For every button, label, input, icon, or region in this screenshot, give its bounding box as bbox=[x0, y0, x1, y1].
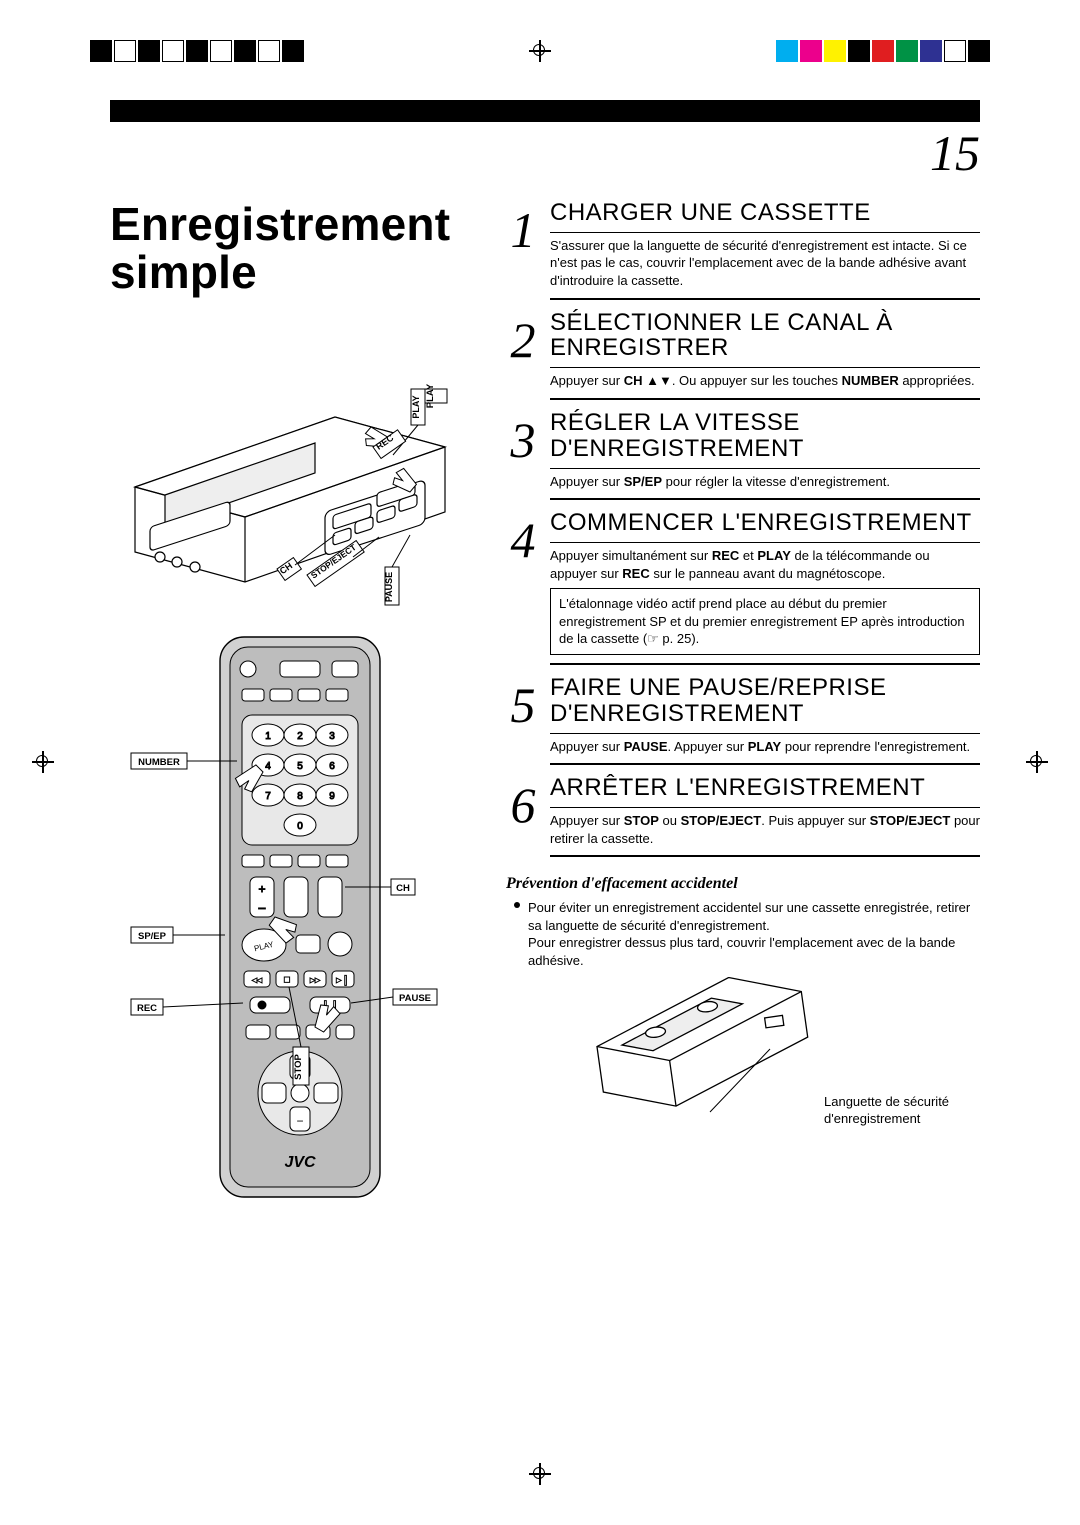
title-line-2: simple bbox=[110, 246, 257, 298]
step-text: Appuyer simultanément sur REC et PLAY de… bbox=[550, 547, 980, 582]
step-number: 3 bbox=[506, 420, 540, 500]
page-content: 15 Enregistrement simple bbox=[110, 100, 980, 1247]
svg-text:2: 2 bbox=[297, 731, 303, 742]
bullet-icon bbox=[514, 902, 520, 908]
step-number: 2 bbox=[506, 320, 540, 400]
svg-text:7: 7 bbox=[265, 791, 271, 802]
cassette-label: Languette de sécurité d'enregistrement bbox=[824, 1094, 974, 1128]
svg-text:0: 0 bbox=[297, 821, 303, 832]
step-text: Appuyer sur SP/EP pour régler la vitesse… bbox=[550, 473, 980, 491]
svg-text:NUMBER: NUMBER bbox=[138, 757, 180, 768]
svg-text:+: + bbox=[258, 882, 265, 896]
svg-text:▸❙: ▸❙ bbox=[336, 975, 349, 986]
crosshair-icon bbox=[529, 40, 551, 62]
crosshair-icon bbox=[32, 751, 54, 773]
step-text: Appuyer sur CH ▲▼. Ou appuyer sur les to… bbox=[550, 372, 980, 390]
right-column: 1 CHARGER UNE CASSETTE S'assurer que la … bbox=[506, 200, 980, 1247]
header-bar bbox=[110, 100, 980, 122]
step-title: ARRÊTER L'ENREGISTREMENT bbox=[550, 775, 980, 803]
vcr-illustration: PLAY PLAY REC CH STOP/EJECT bbox=[110, 377, 480, 607]
step-1: 1 CHARGER UNE CASSETTE S'assurer que la … bbox=[506, 200, 980, 300]
step-5: 5 FAIRE UNE PAUSE/REPRISE D'ENREGISTREME… bbox=[506, 675, 980, 765]
svg-text:CH: CH bbox=[396, 883, 410, 894]
step-title: COMMENCER L'ENREGISTREMENT bbox=[550, 510, 980, 538]
svg-text:■: ■ bbox=[284, 974, 291, 986]
step-number: 6 bbox=[506, 785, 540, 857]
main-title: Enregistrement simple bbox=[110, 200, 480, 297]
svg-text:PAUSE: PAUSE bbox=[399, 993, 431, 1004]
step-number: 4 bbox=[506, 520, 540, 665]
step-6: 6 ARRÊTER L'ENREGISTREMENT Appuyer sur S… bbox=[506, 775, 980, 857]
step-title: CHARGER UNE CASSETTE bbox=[550, 200, 980, 228]
svg-text:8: 8 bbox=[297, 791, 303, 802]
step-title: SÉLECTIONNER LE CANAL À ENREGISTRER bbox=[550, 310, 980, 364]
svg-text:JVC: JVC bbox=[284, 1154, 316, 1171]
cassette-illustration: Languette de sécurité d'enregistrement bbox=[506, 977, 980, 1127]
prevention-title: Prévention d'effacement accidentel bbox=[506, 875, 980, 893]
step-note: L'étalonnage vidéo actif prend place au … bbox=[550, 588, 980, 655]
svg-text:9: 9 bbox=[329, 791, 335, 802]
step-text: S'assurer que la languette de sécurité d… bbox=[550, 237, 980, 290]
svg-text:−: − bbox=[258, 900, 266, 916]
svg-text:STOP: STOP bbox=[293, 1053, 304, 1079]
step-3: 3 RÉGLER LA VITESSE D'ENREGISTREMENT App… bbox=[506, 410, 980, 500]
step-number: 5 bbox=[506, 685, 540, 765]
crosshair-icon bbox=[529, 1463, 551, 1485]
step-title: RÉGLER LA VITESSE D'ENREGISTREMENT bbox=[550, 410, 980, 464]
left-column: Enregistrement simple bbox=[110, 200, 480, 1247]
prevention-p1: Pour éviter un enregistrement accidentel… bbox=[528, 900, 970, 933]
svg-text:◂◂: ◂◂ bbox=[252, 975, 262, 986]
svg-text:▸▸: ▸▸ bbox=[310, 975, 320, 986]
svg-text:PLAY: PLAY bbox=[411, 395, 421, 418]
registration-marks-bottom bbox=[0, 1463, 1080, 1485]
svg-text:−: − bbox=[296, 1114, 303, 1128]
svg-text:5: 5 bbox=[297, 761, 303, 772]
step-4: 4 COMMENCER L'ENREGISTREMENT Appuyer sim… bbox=[506, 510, 980, 665]
step-text: Appuyer sur STOP ou STOP/EJECT. Puis app… bbox=[550, 812, 980, 847]
crosshair-icon bbox=[1026, 751, 1048, 773]
svg-text:1: 1 bbox=[265, 731, 271, 742]
svg-text:4: 4 bbox=[265, 761, 271, 772]
svg-text:6: 6 bbox=[329, 761, 335, 772]
svg-text:PAUSE: PAUSE bbox=[384, 571, 394, 601]
remote-illustration: 1 2 3 4 5 6 7 8 9 0 bbox=[110, 627, 480, 1247]
page-number: 15 bbox=[110, 124, 980, 182]
vcr-play-label: PLAY bbox=[425, 383, 436, 408]
svg-text:SP/EP: SP/EP bbox=[138, 931, 167, 942]
svg-text:REC: REC bbox=[137, 1003, 157, 1014]
step-number: 1 bbox=[506, 210, 540, 300]
prevention-body: Pour éviter un enregistrement accidentel… bbox=[506, 899, 980, 969]
prevention-p2: Pour enregistrer dessus plus tard, couvr… bbox=[528, 935, 955, 968]
registration-marks-top bbox=[0, 40, 1080, 62]
step-2: 2 SÉLECTIONNER LE CANAL À ENREGISTRER Ap… bbox=[506, 310, 980, 400]
step-text: Appuyer sur PAUSE. Appuyer sur PLAY pour… bbox=[550, 738, 980, 756]
step-title: FAIRE UNE PAUSE/REPRISE D'ENREGISTREMENT bbox=[550, 675, 980, 729]
svg-text:3: 3 bbox=[329, 731, 335, 742]
title-line-1: Enregistrement bbox=[110, 198, 450, 250]
